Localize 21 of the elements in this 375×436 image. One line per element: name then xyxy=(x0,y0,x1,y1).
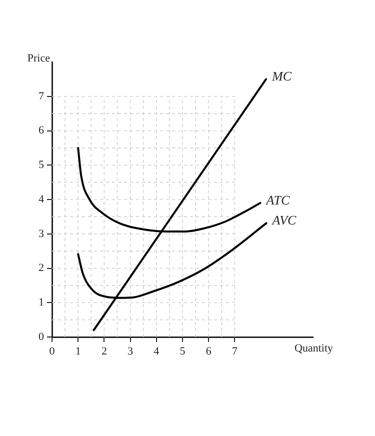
y-tick-label: 7 xyxy=(38,90,44,102)
x-tick-label: 0 xyxy=(49,345,56,358)
y-tick-label: 1 xyxy=(38,296,44,309)
y-axis-title: Price xyxy=(27,52,50,64)
x-tick-label: 5 xyxy=(180,345,186,358)
y-tick-label: 5 xyxy=(38,159,44,172)
y-tick-label: 2 xyxy=(38,262,44,274)
series-label: MC xyxy=(271,68,292,84)
y-tick-label: 4 xyxy=(38,193,44,206)
x-tick-label: 1 xyxy=(75,345,81,358)
y-tick-label: 6 xyxy=(38,124,44,137)
series-label: ATC xyxy=(265,192,290,208)
y-tick-label: 0 xyxy=(38,330,44,343)
x-tick-label: 4 xyxy=(154,345,160,358)
x-tick-label: 3 xyxy=(128,345,134,358)
y-tick-label: 3 xyxy=(38,228,44,240)
series-label: AVC xyxy=(271,212,297,228)
x-tick-label: 2 xyxy=(101,345,107,358)
x-tick-label: 6 xyxy=(206,345,212,358)
x-tick-label: 7 xyxy=(232,345,238,358)
x-axis-title: Quantity xyxy=(294,342,334,354)
